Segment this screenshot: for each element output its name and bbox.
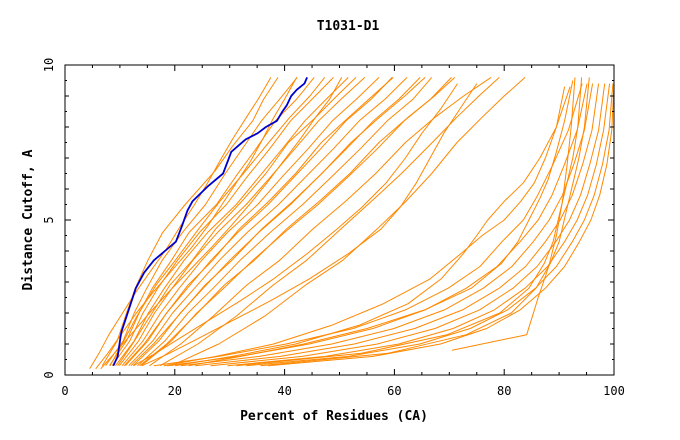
series-line xyxy=(174,86,571,367)
series-line xyxy=(141,83,478,367)
y-tick-label: 0 xyxy=(42,371,56,378)
series-line xyxy=(210,83,606,367)
series-line xyxy=(180,83,594,367)
x-tick-label: 40 xyxy=(277,384,291,398)
series-line xyxy=(188,80,574,367)
y-tick-label: 5 xyxy=(42,216,56,223)
chart-title: T1031-D1 xyxy=(317,19,380,34)
series-line xyxy=(159,77,500,367)
series-line xyxy=(139,77,456,367)
series-line xyxy=(100,77,343,370)
series-line xyxy=(236,77,583,367)
series-line xyxy=(89,77,272,370)
series-line xyxy=(121,77,380,367)
series-line xyxy=(195,83,600,367)
highlight-layer xyxy=(112,77,308,367)
tick-layer: 0 20 40 60 80 100 0 5 10 xyxy=(42,58,625,398)
series-line xyxy=(167,83,588,367)
series-line xyxy=(109,77,326,366)
series-layer xyxy=(89,76,615,370)
series-line xyxy=(227,83,611,367)
series-line xyxy=(268,83,615,367)
series-line xyxy=(246,83,614,367)
series-line xyxy=(130,77,426,367)
series-line xyxy=(128,77,408,367)
x-tick-label: 20 xyxy=(168,384,182,398)
x-tick-label: 100 xyxy=(603,384,625,398)
plot-frame xyxy=(64,64,615,376)
x-axis-label: Percent of Residues (CA) xyxy=(240,409,428,424)
y-axis-label: Distance Cutoff, A xyxy=(21,149,36,290)
series-line xyxy=(105,77,298,366)
series-line xyxy=(123,77,394,367)
series-line xyxy=(101,77,279,366)
series-line xyxy=(171,77,526,367)
series-line xyxy=(137,77,433,367)
series-line xyxy=(95,77,298,370)
series-line xyxy=(163,86,566,367)
y-tick-label: 10 xyxy=(42,58,56,72)
highlight-series-line xyxy=(112,77,308,367)
series-line xyxy=(117,77,357,366)
x-tick-label: 60 xyxy=(387,384,401,398)
x-tick-label: 0 xyxy=(61,384,68,398)
series-line xyxy=(149,76,492,367)
series-line xyxy=(260,77,590,367)
series-line xyxy=(451,77,576,351)
series-line xyxy=(133,83,458,367)
x-tick-label: 80 xyxy=(497,384,511,398)
series-line xyxy=(119,77,366,367)
